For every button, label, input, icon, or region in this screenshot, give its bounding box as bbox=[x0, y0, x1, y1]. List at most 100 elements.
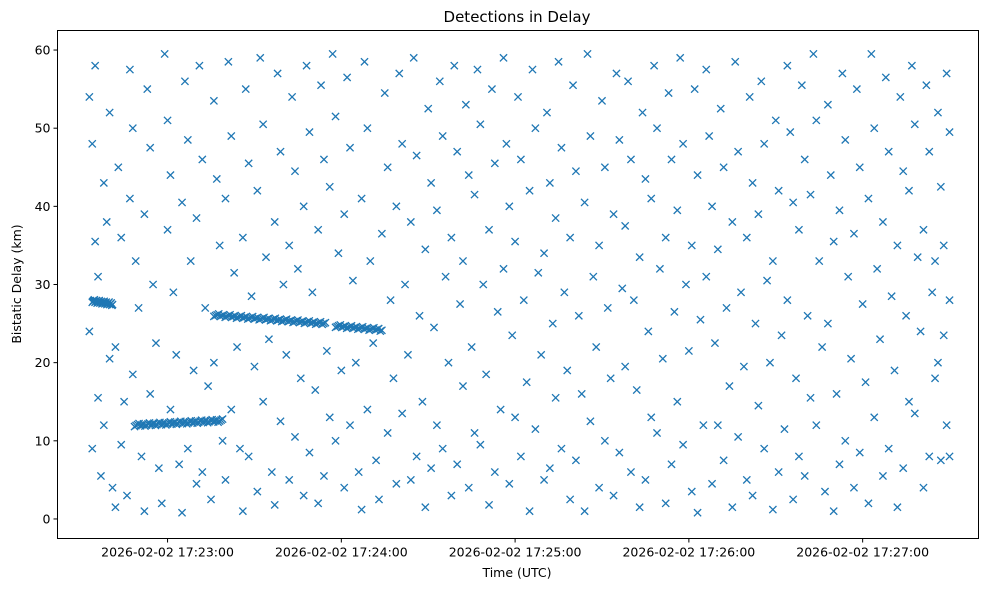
data-point bbox=[250, 362, 259, 371]
data-point bbox=[855, 448, 864, 457]
data-point bbox=[707, 202, 717, 211]
data-point bbox=[797, 81, 806, 90]
data-point bbox=[545, 178, 554, 187]
data-point bbox=[146, 143, 155, 152]
data-point bbox=[626, 468, 636, 477]
data-point bbox=[134, 303, 143, 313]
data-point bbox=[592, 342, 601, 352]
data-point bbox=[647, 413, 656, 422]
data-point bbox=[93, 272, 103, 281]
data-point bbox=[904, 186, 914, 195]
x-tick-label: 2026-02-02 17:27:00 bbox=[796, 545, 929, 560]
data-point bbox=[461, 100, 470, 109]
data-point bbox=[719, 456, 728, 465]
data-point bbox=[513, 92, 523, 101]
data-point bbox=[728, 217, 737, 227]
data-point bbox=[432, 206, 441, 215]
data-point bbox=[288, 92, 297, 101]
data-point bbox=[261, 253, 271, 262]
x-axis-label: Time (UTC) bbox=[481, 565, 551, 580]
data-point bbox=[244, 452, 253, 461]
data-point bbox=[774, 468, 783, 477]
data-point bbox=[838, 69, 847, 78]
data-point bbox=[227, 405, 236, 414]
data-point bbox=[354, 468, 363, 477]
data-point bbox=[122, 491, 132, 500]
data-point bbox=[293, 264, 302, 273]
data-point bbox=[366, 256, 375, 266]
data-point bbox=[534, 268, 543, 277]
data-point bbox=[670, 307, 679, 316]
data-point bbox=[652, 428, 662, 438]
data-point bbox=[673, 397, 682, 406]
data-point bbox=[609, 491, 618, 500]
data-point bbox=[482, 370, 491, 379]
data-point bbox=[734, 432, 743, 441]
data-point bbox=[453, 147, 462, 156]
data-point bbox=[673, 206, 682, 215]
data-point bbox=[571, 167, 580, 176]
data-point bbox=[638, 108, 647, 117]
data-point bbox=[710, 339, 720, 348]
data-point bbox=[238, 507, 247, 516]
data-point bbox=[427, 464, 436, 473]
data-point bbox=[899, 464, 908, 473]
data-point bbox=[600, 436, 609, 445]
data-point bbox=[933, 358, 943, 367]
data-point bbox=[215, 241, 224, 250]
data-point bbox=[160, 49, 169, 59]
data-point bbox=[424, 104, 433, 113]
data-point bbox=[760, 444, 769, 453]
data-point bbox=[621, 221, 630, 230]
data-point bbox=[458, 256, 468, 266]
data-point bbox=[835, 206, 844, 215]
data-point bbox=[586, 131, 595, 141]
data-point bbox=[818, 342, 827, 352]
data-point bbox=[855, 163, 864, 172]
data-point bbox=[198, 155, 207, 164]
data-point bbox=[542, 108, 552, 117]
data-point bbox=[780, 425, 789, 434]
data-point bbox=[392, 202, 401, 211]
data-point bbox=[687, 241, 696, 250]
data-point bbox=[235, 444, 245, 453]
data-point bbox=[667, 460, 676, 469]
data-point bbox=[519, 296, 528, 305]
data-point bbox=[412, 452, 421, 461]
data-point bbox=[751, 319, 760, 328]
data-point bbox=[525, 507, 534, 516]
data-point bbox=[166, 405, 175, 414]
data-point bbox=[319, 155, 329, 164]
data-point bbox=[823, 100, 832, 109]
data-point bbox=[351, 358, 360, 367]
data-point bbox=[742, 475, 751, 484]
data-point bbox=[331, 112, 340, 121]
data-point bbox=[117, 440, 126, 449]
data-point bbox=[574, 311, 583, 320]
data-point bbox=[253, 487, 262, 496]
data-point bbox=[137, 452, 146, 461]
data-point bbox=[484, 225, 494, 234]
data-point bbox=[244, 159, 253, 168]
data-point bbox=[458, 382, 468, 391]
data-point bbox=[345, 143, 355, 152]
data-point bbox=[635, 503, 644, 512]
x-tick-label: 2026-02-02 17:25:00 bbox=[449, 545, 582, 560]
data-point bbox=[722, 303, 731, 313]
data-point bbox=[696, 315, 705, 324]
data-point bbox=[264, 335, 273, 344]
data-point bbox=[392, 479, 401, 488]
y-tick-label: 30 bbox=[35, 277, 51, 292]
data-point bbox=[942, 69, 951, 78]
data-point bbox=[398, 139, 407, 148]
data-point bbox=[858, 299, 867, 309]
data-point bbox=[125, 65, 134, 74]
data-point bbox=[595, 241, 604, 250]
data-point bbox=[647, 194, 656, 203]
data-point bbox=[664, 88, 673, 98]
data-point bbox=[690, 85, 699, 94]
data-point bbox=[157, 499, 166, 508]
data-point bbox=[852, 85, 861, 94]
track-point bbox=[321, 318, 330, 327]
